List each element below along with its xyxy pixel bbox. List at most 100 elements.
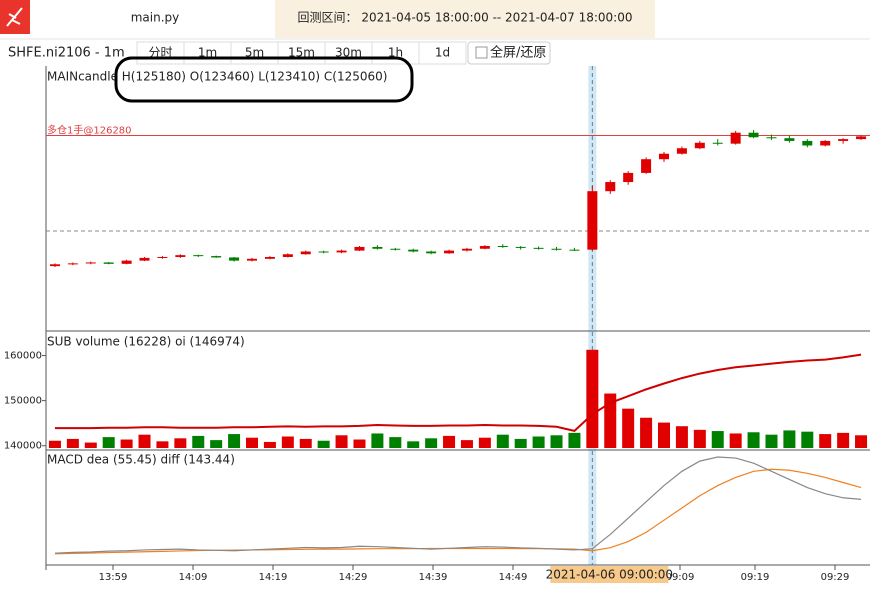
macd-title: MACD dea (55.45) diff (143.44) [47, 453, 235, 467]
candle-body [85, 262, 96, 264]
candle-body [623, 172, 634, 183]
candle-body [461, 248, 472, 251]
candle-body [67, 263, 78, 265]
candle-body [247, 258, 257, 261]
volume-bar [658, 422, 670, 448]
range-box [275, 0, 655, 38]
x-tick-label: 14:29 [339, 572, 368, 583]
macd-line [54, 468, 862, 555]
y-tick-label: 160000 [4, 351, 42, 362]
candle-body [300, 251, 311, 255]
volume-bar [801, 431, 814, 448]
candle-body [605, 182, 616, 192]
volume-bar [192, 435, 205, 448]
volume-bar [550, 435, 563, 448]
candle-body [676, 148, 687, 154]
crosshair-label-bg [550, 566, 669, 583]
volume-bar [478, 437, 491, 448]
y-tick-label: 150000 [4, 396, 42, 407]
volume-bar [747, 432, 760, 448]
period-label: 5m [245, 46, 264, 60]
volume-bar [443, 435, 456, 448]
x-tick-label: 14:49 [499, 572, 528, 583]
checkbox[interactable] [475, 46, 488, 59]
candle-body [390, 248, 401, 250]
volume-bar [84, 442, 97, 448]
volume-bar [425, 438, 438, 448]
x-tick-label: 14:09 [179, 572, 208, 583]
volume-bar [299, 438, 312, 448]
candle-body [103, 262, 114, 264]
x-tick-label: 14:39 [419, 572, 448, 583]
period-label: 1h [388, 46, 403, 60]
volume-bar [855, 435, 868, 448]
candle-body [712, 142, 723, 144]
volume-bar [389, 437, 402, 448]
volume-bar [174, 438, 187, 448]
volume-bar [837, 432, 850, 448]
candle-body [569, 249, 580, 251]
volume-bar [335, 435, 348, 448]
symbol: SHFE.ni2106 - 1m [8, 46, 125, 61]
candle-body [856, 136, 867, 140]
volume-bar [317, 440, 330, 448]
candle-body [372, 246, 383, 249]
candle-body [820, 140, 831, 146]
fullscreen-label: 全屏/还原 [490, 45, 546, 61]
candle-body [515, 246, 526, 248]
sub-title: SUB volume (16228) oi (146974) [47, 335, 245, 349]
candle-body [766, 137, 777, 139]
candle-body [479, 246, 490, 249]
volume-bar [765, 434, 778, 448]
candle-body [408, 249, 419, 252]
toolbar: 分时 1m 5m 15m 30m 1h 1d [136, 41, 467, 65]
period-label: 分时 [148, 46, 172, 60]
period-label: 30m [335, 46, 362, 60]
candle-body [426, 251, 437, 254]
fullscreen-button[interactable] [467, 41, 551, 65]
x-tick-label: 09:19 [741, 572, 770, 583]
volume-bar [353, 439, 366, 448]
volume-bar [102, 437, 115, 448]
candle-body [139, 257, 150, 261]
file-name: main.py [131, 11, 180, 25]
volume-bar [496, 434, 509, 448]
volume-bar [693, 429, 706, 448]
x-tick-label: 09:09 [666, 572, 695, 583]
candle-body [211, 256, 222, 258]
volume-bar [622, 408, 635, 448]
candle-body [748, 132, 759, 138]
volume-bar [156, 441, 169, 448]
volume-bar [568, 432, 581, 448]
candle-body [318, 251, 329, 253]
crosshair-label: 2021-04-06 09:00:00 [546, 568, 673, 582]
y-tick-label: 140000 [4, 441, 42, 452]
volume-bar [819, 434, 832, 448]
candle-body [121, 260, 132, 264]
plot: 多仓1手@126280 MAINcandle H(125180) O(123460… [4, 66, 870, 583]
x-tick-label: 13:59 [99, 572, 128, 583]
candle-body [282, 254, 293, 257]
volume-bar [729, 433, 742, 448]
volume-bar [66, 438, 79, 448]
period-button[interactable] [418, 41, 467, 65]
volume-bar [460, 440, 473, 448]
candle-body [497, 246, 508, 248]
volume-bar [246, 437, 258, 448]
volume-bar [532, 436, 545, 448]
volume-bar [48, 440, 61, 448]
candle-body [802, 140, 813, 146]
volume-bar [210, 440, 223, 448]
oi-line [54, 353, 862, 432]
annotation-box [114, 56, 414, 103]
x-tick-label: 09:29 [821, 572, 850, 583]
candle-body [533, 247, 544, 249]
candle-body [229, 257, 240, 261]
candle-body [157, 256, 168, 258]
logo-mark [6, 7, 23, 27]
candle-body [354, 246, 365, 251]
macd-line [54, 456, 862, 554]
period-label: 1m [198, 46, 217, 60]
